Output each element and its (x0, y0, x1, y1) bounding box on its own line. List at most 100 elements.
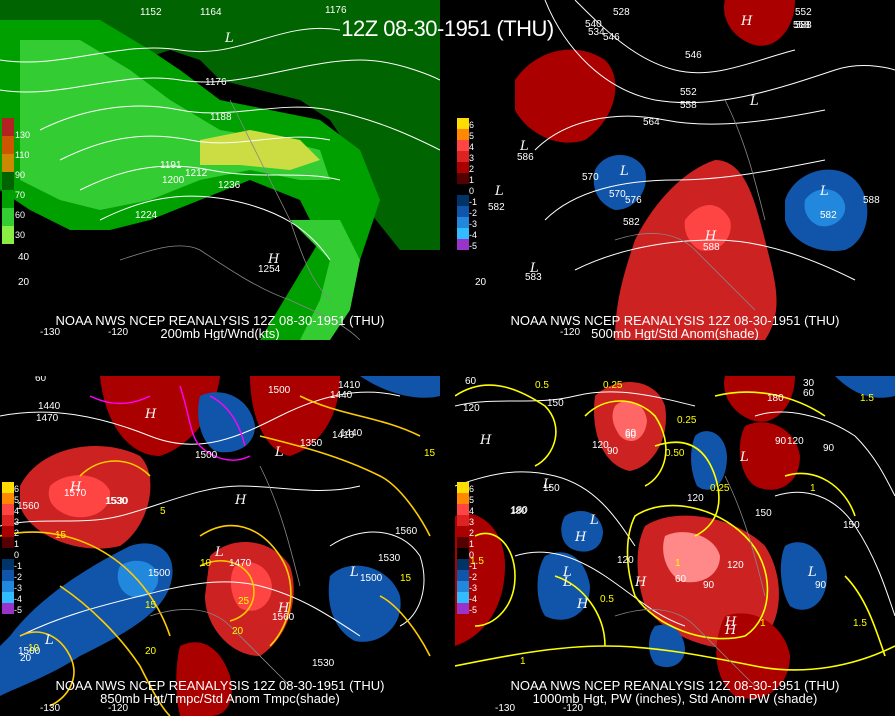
colorbar-label: -3 (469, 583, 478, 593)
map-850mb: 1440 1470 1500 1410 1440 1350 1410 1440 … (0, 376, 440, 716)
colorbar-label: 1 (469, 539, 475, 549)
contour-label: 570 (582, 172, 599, 183)
coastlines (149, 465, 301, 687)
temp-label: 15 (145, 600, 157, 611)
anom-warm-south (176, 642, 232, 716)
lon-label: -130 (495, 703, 515, 714)
contour-label: 60 (803, 388, 815, 399)
panel-1000mb: 120 150 180 60 90 120 150 180 120 90 60 … (455, 376, 895, 716)
contour-label: 150 (543, 483, 560, 494)
temp-label: 15 (400, 573, 412, 584)
contour-label: 120 (787, 436, 804, 447)
contour-label: 90 (775, 436, 787, 447)
colorbar-label: 6 (469, 484, 475, 494)
high-center: H (144, 407, 157, 422)
lon-label: -130 (40, 703, 60, 714)
contour-label: 1254 (258, 264, 281, 275)
contour-label: 582 (820, 210, 837, 221)
contour-label: 120 (617, 555, 634, 566)
contour-label: 60 (625, 428, 637, 439)
contour-label: 588 (703, 242, 720, 253)
contour-label: 1530 (106, 496, 129, 507)
contour-label: 1500 (18, 646, 41, 657)
low-center: L (224, 31, 234, 46)
contour-label: 1440 (330, 390, 353, 401)
contour-label: 558 (793, 20, 810, 31)
map-1000mb: 120 150 180 60 90 120 150 180 120 90 60 … (455, 376, 895, 716)
high-center: H (704, 229, 717, 244)
colorbar-label: -5 (14, 605, 23, 615)
low-center: L (749, 94, 759, 109)
contour-label: 150 (843, 520, 860, 531)
high-center: H (277, 601, 290, 616)
lon-label: -120 (563, 703, 583, 714)
contour-label: 180 (767, 393, 784, 404)
contour-label: 60 (675, 574, 687, 585)
colorbar-label: -1 (14, 561, 23, 571)
contour-label: 1152 (140, 7, 162, 18)
contour-label: 1500 (195, 450, 218, 461)
colorbar-label: 2 (14, 528, 20, 538)
pw-contours (455, 384, 895, 671)
panel-200mb: 1152 1164 1176 1176 1188 1200 1212 1224 … (0, 0, 440, 340)
colorbar-label: 2 (469, 164, 475, 174)
colorbar-label: 3 (469, 517, 475, 527)
colorbar-label: 5 (469, 131, 475, 141)
anom-cold-center (561, 511, 603, 552)
anom-warm-northeast (724, 0, 795, 46)
height-contours (534, 0, 895, 281)
pw-label: 0.5 (535, 380, 549, 391)
colorbar-label: -4 (469, 594, 478, 604)
colorbar-850mb (2, 482, 14, 614)
contour-label: 552 (795, 7, 812, 18)
colorbar-label: 6 (14, 484, 20, 494)
temp-label: 25 (238, 596, 250, 607)
colorbar-label: 70 (15, 190, 26, 200)
contour-label: 1570 (64, 488, 87, 499)
colorbar-label: 0 (469, 550, 475, 560)
contour-label: 1212 (185, 168, 208, 179)
anom-warm-center-core (663, 532, 720, 583)
low-center: L (494, 184, 504, 199)
map-200mb: 1152 1164 1176 1176 1188 1200 1212 1224 … (0, 0, 440, 340)
high-center: H (234, 493, 247, 508)
colorbar-label: 1 (14, 539, 20, 549)
contour-label: 90 (703, 580, 715, 591)
contour-label: 90 (815, 580, 827, 591)
colorbar-200mb (2, 118, 14, 244)
lat-label: 40 (18, 252, 30, 263)
colorbar-label: 5 (14, 495, 20, 505)
contour-label: 528 (613, 7, 630, 18)
contour-label: 90 (823, 443, 835, 454)
wind-shade-tail (290, 220, 360, 340)
contour-label: 1410 (332, 430, 355, 441)
anom-warm-north (100, 376, 220, 456)
anom-warm-ne (724, 376, 795, 422)
contour-label: 1470 (229, 558, 252, 569)
high-center: H (576, 597, 589, 612)
contour-label: 1560 (272, 612, 295, 623)
contour-label: 1176 (325, 5, 347, 16)
colorbar-label: -2 (14, 572, 23, 582)
anom-warm-center (615, 160, 777, 340)
colorbar-label: 110 (15, 150, 30, 160)
map-500mb: 528 534 540 546 552 558 546 552 558 564 … (455, 0, 895, 340)
low-center: L (542, 477, 552, 492)
contour-label: 588 (795, 20, 812, 31)
pw-label: 1.5 (860, 393, 874, 404)
panel-500mb: 528 534 540 546 552 558 546 552 558 564 … (455, 0, 895, 340)
contour-label: 570 (609, 189, 626, 200)
coastlines (614, 475, 766, 687)
contour-label: 1236 (218, 180, 241, 191)
contour-label: 558 (680, 100, 697, 111)
low-center: L (619, 164, 629, 179)
wind-shade-inner (20, 40, 330, 210)
panel-850mb: 1440 1470 1500 1410 1440 1350 1410 1440 … (0, 376, 440, 716)
contour-label: 1188 (210, 112, 232, 123)
colorbar-1000mb (457, 482, 469, 614)
colorbar-label: 0 (469, 186, 475, 196)
anom-warm-north (515, 49, 616, 143)
contour-label: 150 (755, 508, 772, 519)
contour-label: 150 (547, 398, 564, 409)
contour-label: 1530 (378, 553, 401, 564)
